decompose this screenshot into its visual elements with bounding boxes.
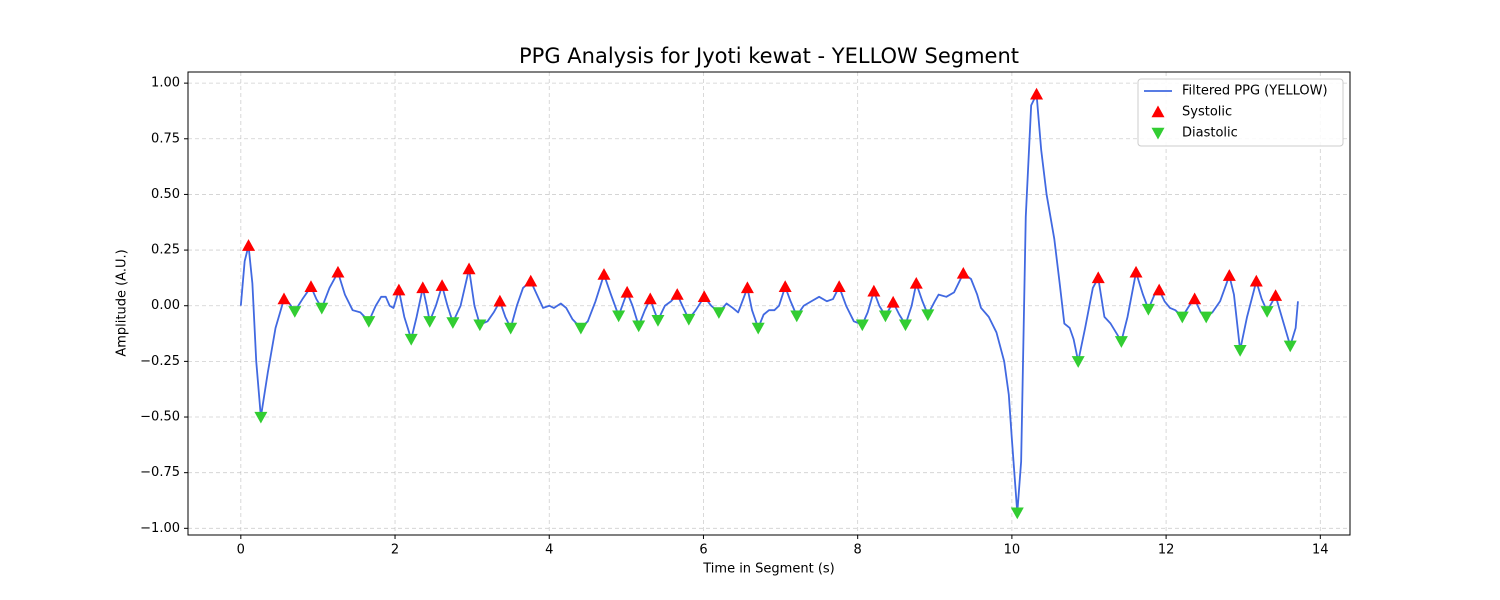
marker: [632, 320, 646, 333]
marker: [855, 319, 869, 332]
marker: [493, 294, 507, 307]
marker: [670, 288, 684, 300]
marker: [832, 280, 846, 293]
x-tick-label: 10: [1004, 543, 1021, 558]
x-tick-label: 2: [391, 543, 399, 558]
x-tick-label: 14: [1312, 543, 1329, 558]
marker: [254, 411, 268, 424]
x-tick-label: 8: [854, 543, 862, 558]
legend-label: Systolic: [1182, 105, 1232, 120]
y-tick-label: 0.50: [151, 187, 180, 202]
marker: [867, 284, 881, 297]
marker: [473, 319, 487, 332]
y-tick-label: −1.00: [140, 521, 180, 536]
marker: [1222, 269, 1236, 281]
marker: [1129, 265, 1143, 278]
marker: [620, 285, 634, 298]
marker: [682, 313, 696, 326]
marker: [304, 280, 318, 293]
marker: [712, 307, 726, 319]
marker: [331, 265, 345, 278]
marker: [651, 314, 665, 327]
marker: [1249, 274, 1263, 287]
marker: [446, 317, 460, 329]
marker: [1283, 340, 1297, 353]
marker: [574, 322, 588, 335]
marker: [921, 309, 935, 322]
marker: [1091, 271, 1105, 284]
marker: [1114, 336, 1128, 348]
marker: [778, 280, 792, 293]
x-tick-label: 4: [545, 543, 553, 558]
y-tick-label: 0.00: [151, 298, 180, 313]
x-tick-label: 6: [699, 543, 707, 558]
marker: [277, 292, 291, 305]
marker: [612, 310, 626, 323]
y-tick-label: 0.75: [151, 131, 180, 146]
legend-label: Filtered PPG (YELLOW): [1182, 84, 1328, 99]
legend-marker: [1151, 105, 1165, 118]
legend-box: [1137, 78, 1344, 147]
x-tick-label: 0: [237, 543, 245, 558]
y-axis-label: Amplitude (A.U.): [115, 249, 130, 356]
marker: [404, 333, 418, 346]
marker: [697, 290, 711, 303]
marker: [1175, 311, 1189, 324]
y-tick-label: 0.25: [151, 243, 180, 258]
axes-frame: [187, 71, 1351, 536]
marker: [643, 292, 657, 305]
marker: [1199, 311, 1213, 324]
marker: [597, 268, 611, 280]
marker: [1260, 306, 1274, 318]
marker: [242, 239, 256, 251]
marker: [1141, 303, 1155, 316]
marker: [504, 322, 518, 335]
marker: [1152, 283, 1166, 296]
marker: [1188, 292, 1202, 305]
marker: [1010, 507, 1024, 520]
x-axis-label: Time in Segment (s): [702, 562, 834, 577]
marker: [435, 279, 449, 291]
marker: [956, 266, 970, 279]
marker: [524, 274, 538, 287]
marker: [288, 306, 302, 318]
y-tick-label: 1.00: [151, 76, 180, 91]
y-tick-label: −0.75: [140, 465, 180, 480]
marker: [790, 310, 804, 323]
marker: [392, 283, 406, 296]
marker: [315, 302, 329, 315]
marker: [878, 310, 892, 323]
marker: [751, 322, 765, 335]
marker: [1071, 356, 1085, 368]
marker: [740, 281, 754, 294]
marker: [909, 276, 923, 289]
legend-marker: [1151, 127, 1165, 140]
y-tick-label: −0.50: [140, 410, 180, 425]
marker: [886, 295, 900, 308]
plot-area: 0 2 4 6 8 10 12 14 −1.00 −0.75 −0.50 −0.25 0.00 0.25 0…: [140, 72, 1350, 558]
x-tick-label: 12: [1158, 543, 1175, 558]
marker: [898, 319, 912, 332]
marker: [1030, 87, 1044, 100]
legend-label: Diastolic: [1182, 126, 1238, 141]
marker: [1269, 289, 1283, 301]
y-tick-label: −0.25: [140, 354, 180, 369]
marker: [416, 281, 430, 294]
chart-title: PPG Analysis for Jyoti kewat - YELLOW Se…: [519, 44, 1019, 68]
marker: [362, 316, 376, 328]
marker: [423, 316, 437, 328]
marker: [1233, 345, 1247, 357]
marker: [462, 262, 476, 275]
